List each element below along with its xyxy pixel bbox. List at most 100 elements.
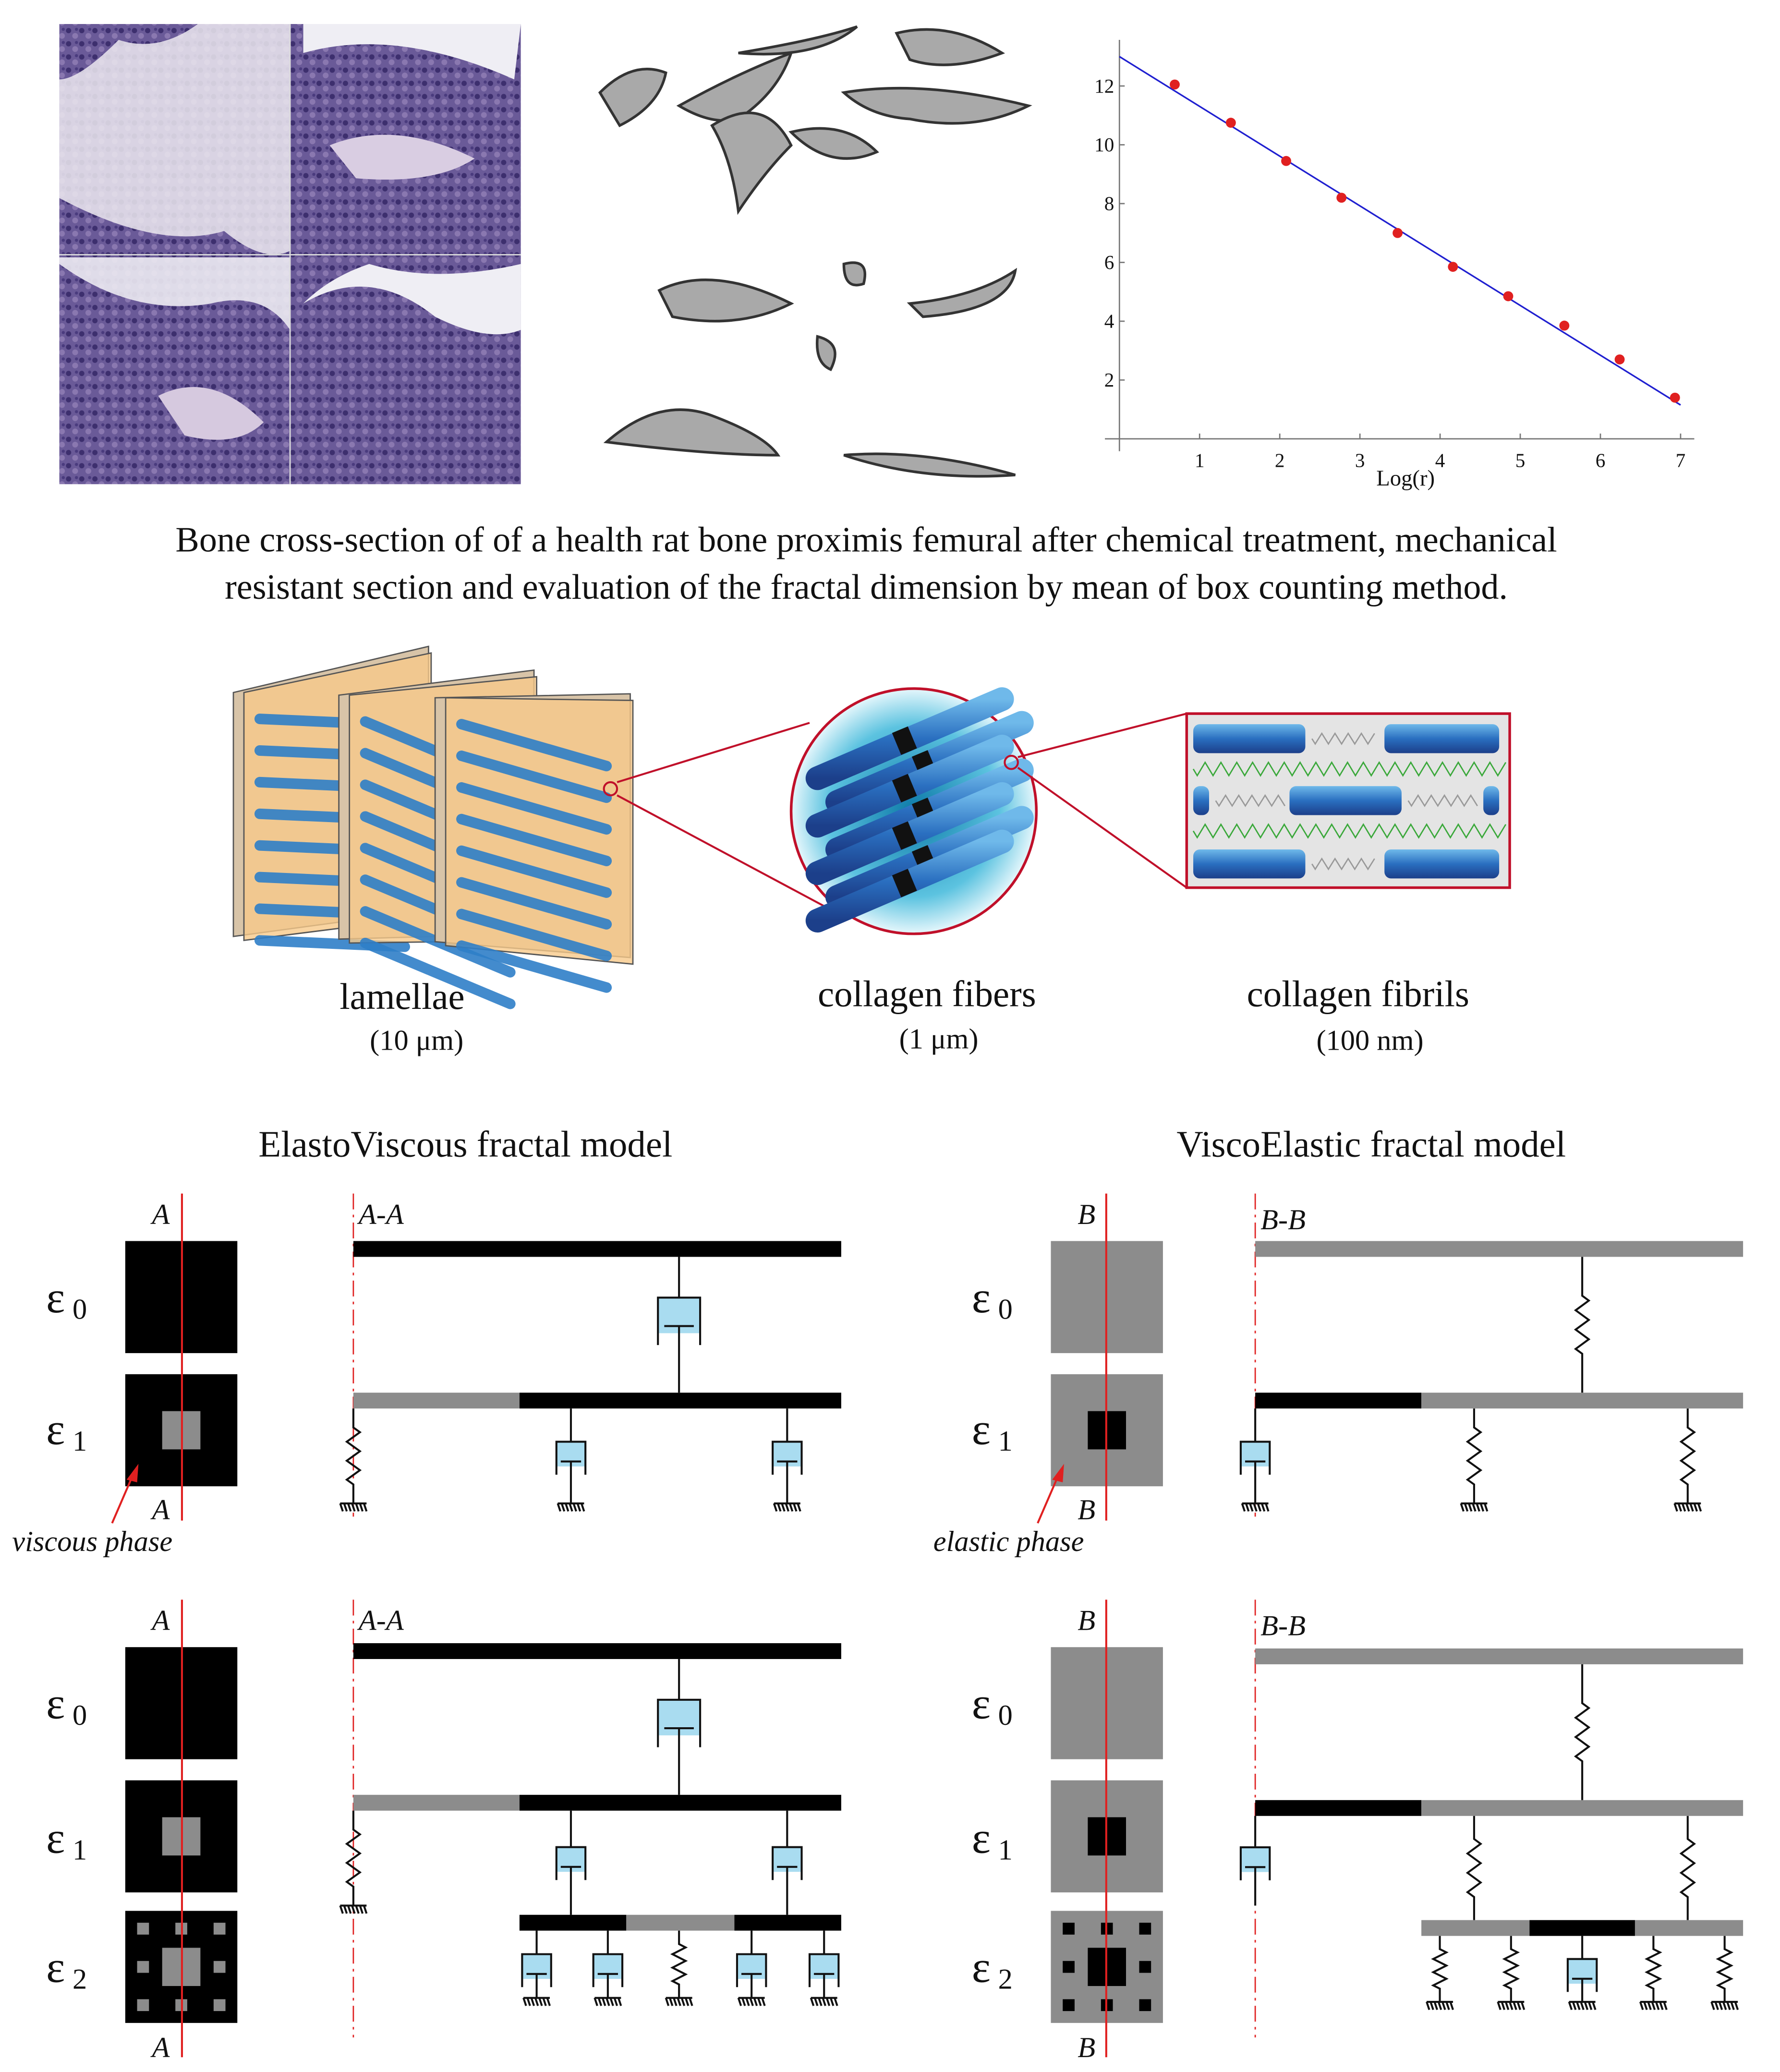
zoom-line xyxy=(617,794,845,918)
ground-hatch xyxy=(741,1998,746,2006)
ground-hatch xyxy=(793,1503,798,1512)
ground-hatch xyxy=(1681,1503,1686,1512)
fractal-subinclusion xyxy=(1139,1999,1151,2011)
ground-hatch xyxy=(1572,2001,1577,2011)
fractal-subinclusion xyxy=(213,1923,226,1935)
crosslink-chain xyxy=(1192,761,1507,777)
left-section-label-bottom: A xyxy=(150,1494,170,1526)
ground-hatch xyxy=(530,1998,535,2006)
ground-hatch xyxy=(1587,2001,1593,2011)
dashpot-icon xyxy=(521,1953,552,1987)
zoom-marker xyxy=(1004,754,1019,770)
y-tick-label: 2 xyxy=(1104,369,1114,391)
rigid-bar xyxy=(1255,1800,1422,1816)
spring-icon xyxy=(1574,1257,1591,1393)
ground-hatch xyxy=(1476,1503,1480,1512)
spring-icon xyxy=(1679,1816,1696,1920)
spring-icon xyxy=(1716,1936,1734,2002)
ground-hatch xyxy=(773,1503,778,1512)
dashpot-icon xyxy=(1566,1958,1598,1992)
viscoelastic-title: ViscoElastic fractal model xyxy=(1176,1124,1566,1165)
ground-hatch xyxy=(572,1503,577,1512)
ground-hatch xyxy=(1253,1503,1258,1512)
ground-hatch xyxy=(810,1998,815,2006)
ground-hatch xyxy=(1714,2001,1719,2011)
level-subscript: 0 xyxy=(73,1699,87,1732)
ground-hatch xyxy=(1464,1503,1469,1512)
level-subscript: 1 xyxy=(73,1834,87,1866)
x-tick-label: 6 xyxy=(1596,449,1606,472)
data-point xyxy=(1393,228,1403,238)
fibers-scale: (1 μm) xyxy=(899,1023,979,1055)
fibril xyxy=(1483,786,1500,815)
fractal-models xyxy=(111,1193,1744,2058)
x-tick-label: 4 xyxy=(1435,449,1445,472)
ground-hatch xyxy=(1472,1503,1477,1512)
collagen-fiber xyxy=(360,937,516,1009)
level-subscript: 2 xyxy=(73,1963,87,1995)
ground-hatch xyxy=(1693,1503,1698,1512)
rigid-bar xyxy=(353,1794,520,1811)
ground-hatch xyxy=(1516,2001,1522,2011)
fractal-subinclusion xyxy=(213,1999,226,2011)
ground-hatch xyxy=(1726,2001,1731,2011)
fractal-subinclusion xyxy=(137,1923,149,1935)
right-section-label-bottom: B xyxy=(1078,1494,1095,1526)
collagen-fiber xyxy=(456,940,612,993)
arrow-line xyxy=(1037,1474,1060,1524)
ground-hatch xyxy=(1245,1503,1250,1512)
ground-hatch xyxy=(781,1503,786,1512)
ground-hatch xyxy=(351,1503,356,1512)
spring-icon xyxy=(345,1408,362,1503)
ground-hatch xyxy=(359,1503,364,1512)
ground-hatch xyxy=(1584,2001,1589,2011)
level-subscript: 1 xyxy=(998,1834,1013,1866)
epsilon-symbol: ε xyxy=(972,1814,991,1863)
fractal-subinclusion xyxy=(213,1961,226,1973)
dashpot-icon xyxy=(736,1953,767,1987)
data-point xyxy=(1614,354,1625,364)
ground-hatch xyxy=(1592,2001,1597,2011)
caption-line-1: Bone cross-section of of a health rat bo… xyxy=(175,520,1557,559)
ground-hatch xyxy=(1673,1503,1678,1512)
level-subscript: 0 xyxy=(998,1294,1013,1326)
tropocollagen-chain xyxy=(1407,794,1478,807)
ground-hatch xyxy=(1659,2001,1664,2011)
rigid-bar xyxy=(353,1643,841,1659)
collagen-fiber xyxy=(456,909,612,961)
left-section-label-top: A xyxy=(150,1199,170,1231)
ground-hatch xyxy=(557,1503,561,1512)
y-tick-label: 4 xyxy=(1104,310,1114,332)
ground-hatch xyxy=(347,1503,352,1512)
ground-hatch xyxy=(829,1998,835,2006)
ground-hatch xyxy=(1663,2001,1668,2011)
ground-hatch xyxy=(601,1998,606,2006)
epsilon-symbol: ε xyxy=(972,1273,991,1322)
right2-section-label-top: B xyxy=(1078,1605,1095,1637)
data-point xyxy=(1170,79,1180,90)
dashpot-icon xyxy=(555,1846,587,1880)
fibril xyxy=(1193,786,1210,815)
rigid-bar xyxy=(1255,1393,1422,1409)
spring-icon xyxy=(1645,1936,1662,2002)
ground-hatch xyxy=(1722,2001,1727,2011)
ground-hatch xyxy=(1460,1503,1465,1512)
ground-hatch xyxy=(761,1998,766,2006)
ground-hatch xyxy=(1718,2001,1723,2011)
data-point xyxy=(1281,156,1291,166)
gap-band xyxy=(911,750,937,779)
ground-hatch xyxy=(680,1998,686,2006)
ground-hatch xyxy=(1441,2001,1446,2011)
dashpot-icon xyxy=(772,1441,803,1475)
rigid-bar xyxy=(1255,1648,1744,1664)
spring-icon xyxy=(1574,1664,1591,1800)
ground-hatch xyxy=(1445,2001,1450,2011)
fibrils-scale: (100 nm) xyxy=(1316,1024,1423,1056)
spring-icon xyxy=(670,1930,688,1998)
collagen-fiber xyxy=(456,813,612,866)
dashpot-icon xyxy=(772,1846,803,1880)
ground-hatch xyxy=(834,1998,838,2006)
ground-hatch xyxy=(605,1998,610,2006)
